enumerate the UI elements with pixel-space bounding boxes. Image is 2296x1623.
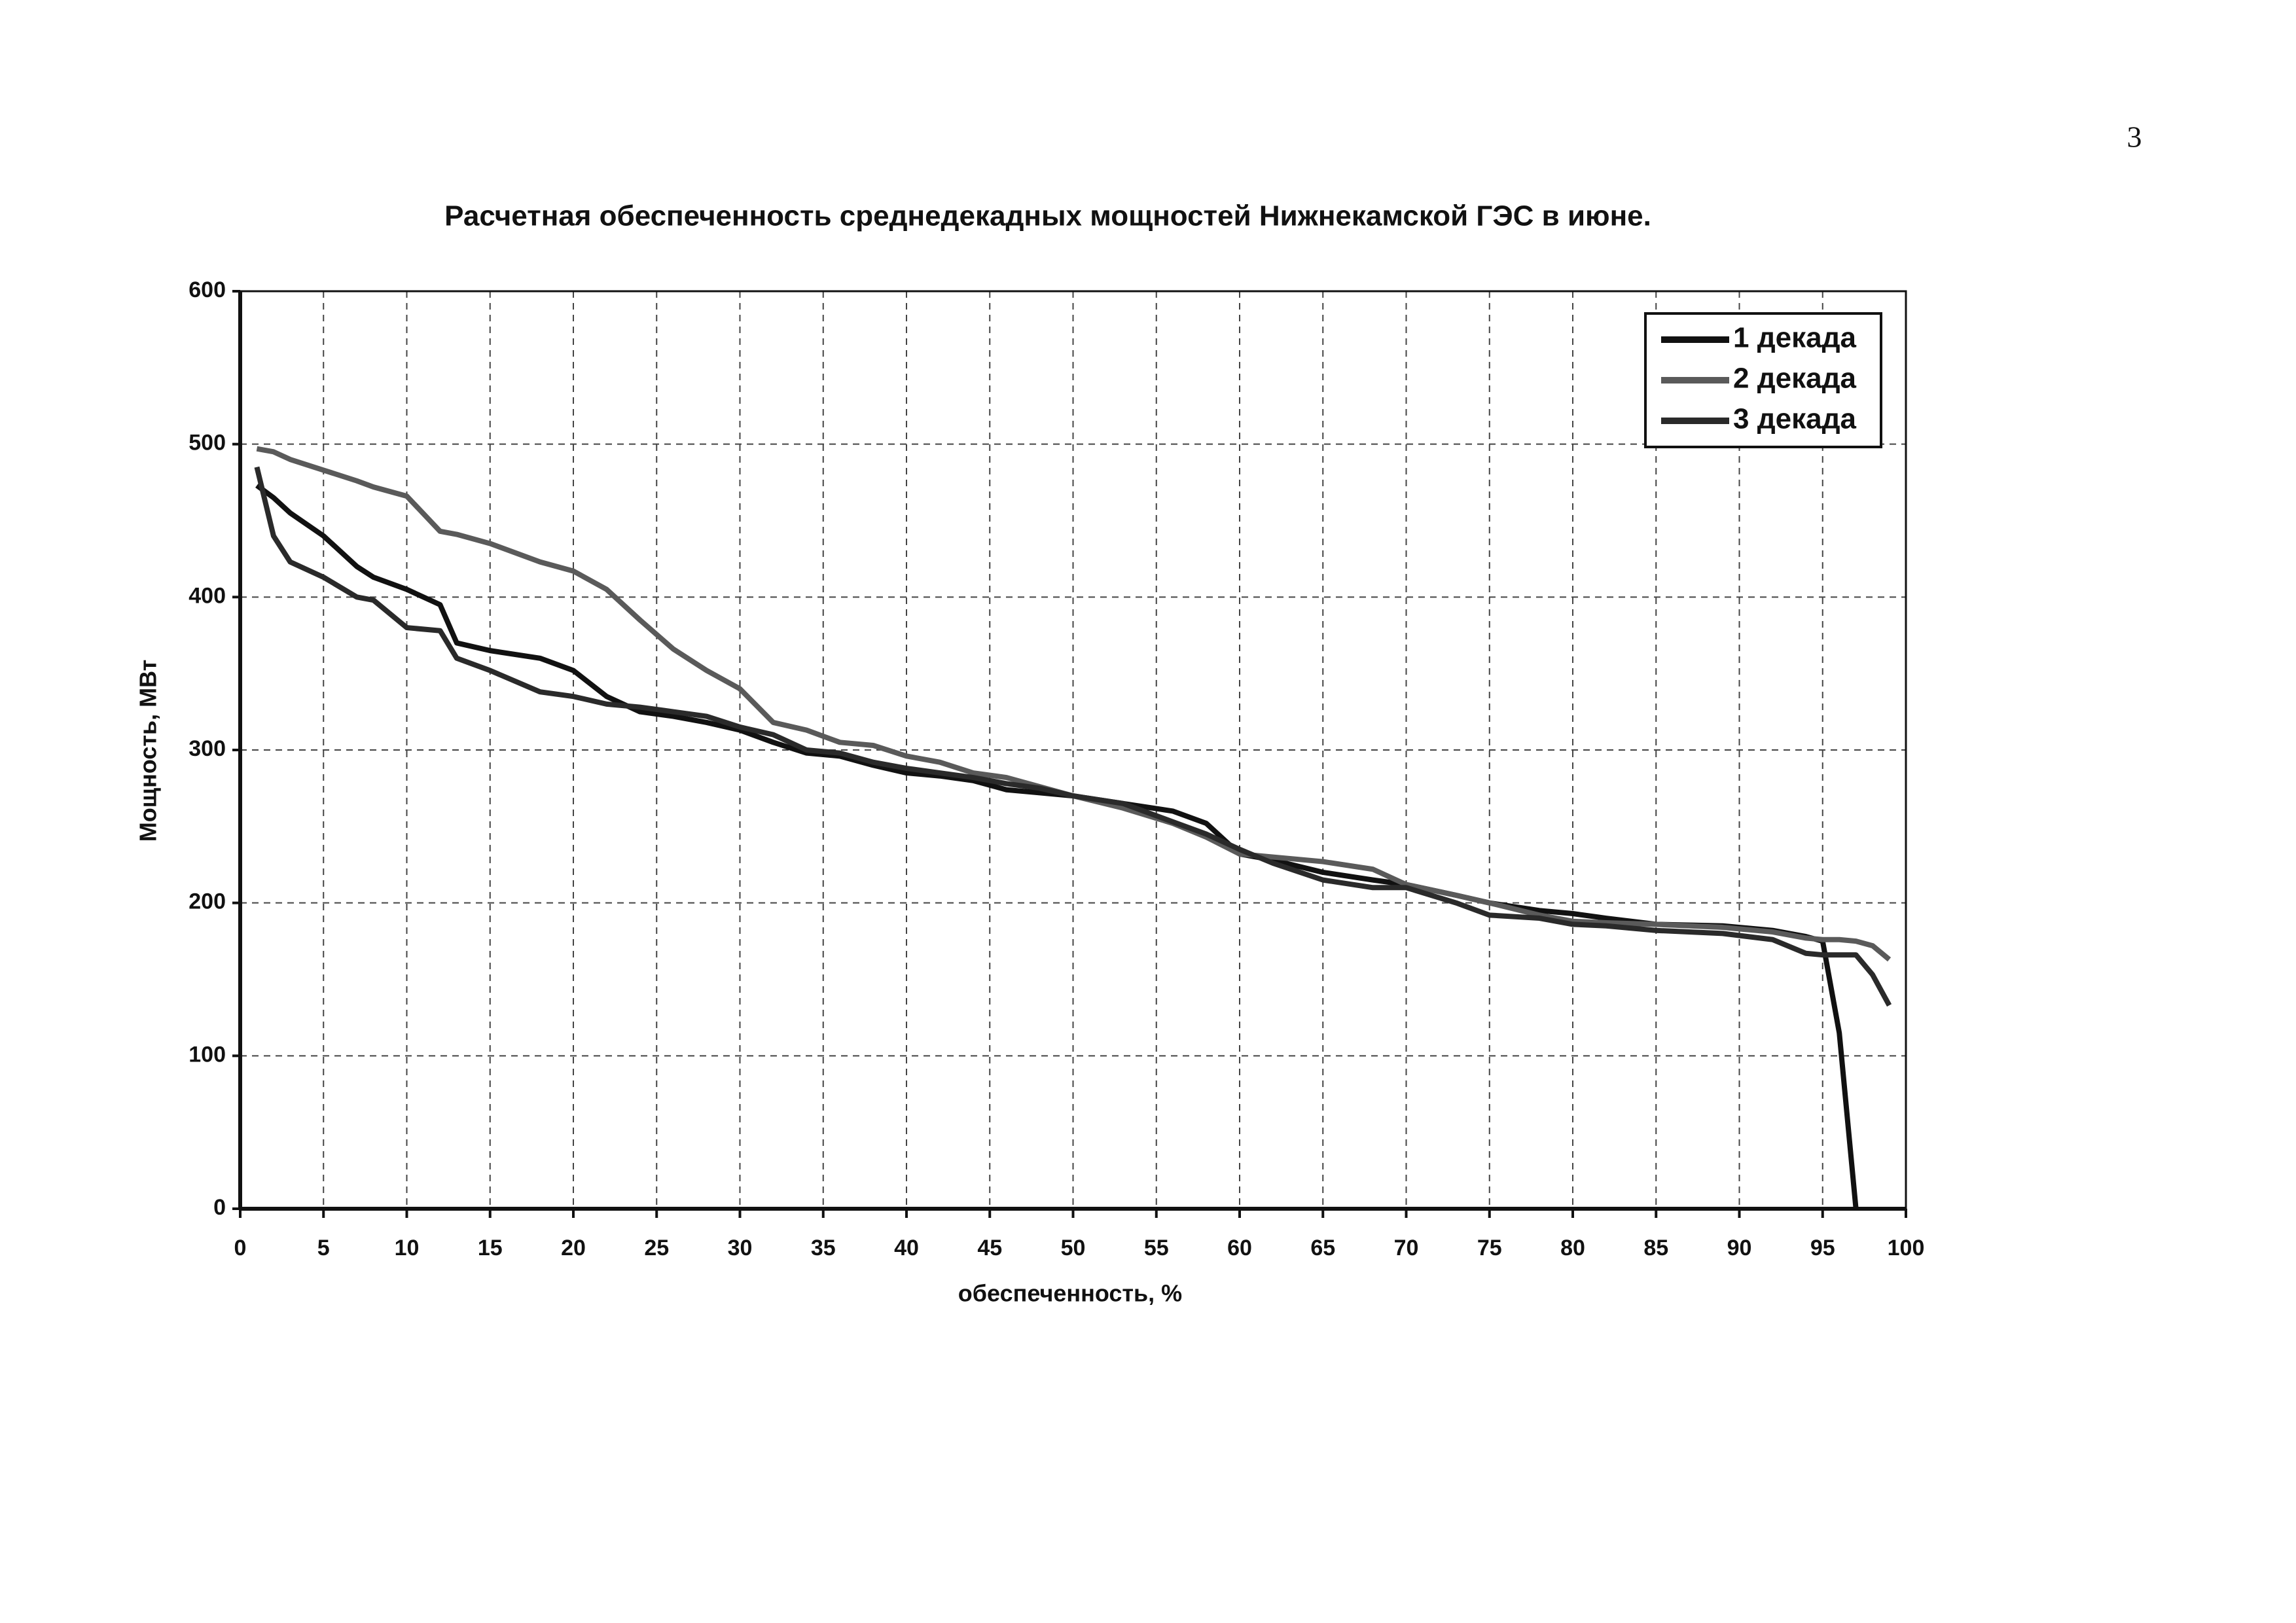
chart-title: Расчетная обеспеченность среднедекадных … <box>444 200 1651 232</box>
x-tick-label: 40 <box>894 1236 919 1260</box>
x-tick-label: 55 <box>1144 1236 1169 1260</box>
y-tick-label: 300 <box>188 736 226 761</box>
x-tick-label: 20 <box>561 1236 586 1260</box>
series-line <box>256 446 1892 962</box>
x-tick-label: 100 <box>1888 1236 1925 1260</box>
x-tick-label: 90 <box>1727 1236 1752 1260</box>
y-tick-label: 400 <box>188 583 226 608</box>
x-tick-label: 85 <box>1643 1236 1668 1260</box>
x-tick-label: 0 <box>234 1236 247 1260</box>
legend-label: 1 декада <box>1733 322 1857 354</box>
x-tick-label: 50 <box>1061 1236 1086 1260</box>
x-tick-label: 35 <box>811 1236 836 1260</box>
page-number: 3 <box>2127 120 2142 154</box>
x-tick-label: 15 <box>478 1236 503 1260</box>
series-line <box>254 466 1892 1007</box>
y-tick-label: 200 <box>188 889 226 914</box>
x-tick-label: 75 <box>1477 1236 1502 1260</box>
x-tick-label: 65 <box>1310 1236 1335 1260</box>
x-tick-label: 95 <box>1810 1236 1835 1260</box>
x-tick-label: 30 <box>728 1236 753 1260</box>
y-tick-label: 600 <box>188 277 226 302</box>
x-tick-label: 60 <box>1227 1236 1252 1260</box>
legend-label: 3 декада <box>1733 403 1857 435</box>
x-tick-label: 45 <box>977 1236 1002 1260</box>
y-tick-label: 100 <box>188 1042 226 1067</box>
series-line <box>255 483 1859 1209</box>
x-tick-label: 70 <box>1394 1236 1419 1260</box>
y-tick-label: 500 <box>188 431 226 455</box>
x-tick-label: 80 <box>1560 1236 1585 1260</box>
x-tick-label: 10 <box>395 1236 420 1260</box>
legend-label: 2 декада <box>1733 363 1857 395</box>
x-tick-label: 25 <box>644 1236 669 1260</box>
y-tick-label: 0 <box>213 1195 226 1220</box>
y-axis-label: Мощность, МВт <box>135 660 162 842</box>
x-tick-label: 5 <box>317 1236 330 1260</box>
x-axis-label: обеспеченность, % <box>958 1280 1182 1307</box>
